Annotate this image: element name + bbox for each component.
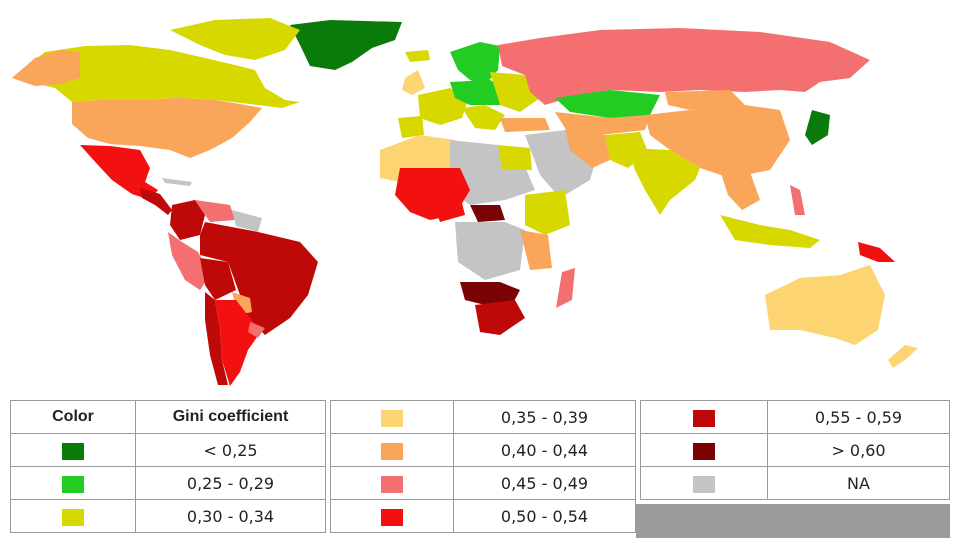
china [645, 105, 790, 178]
venezuela [195, 200, 235, 222]
legend-header-row: Color Gini coefficient [10, 400, 326, 434]
nigeria [430, 195, 465, 222]
mexico [80, 145, 158, 200]
italy-balkans [462, 105, 505, 130]
legend-row: 0,55 - 0,59 [640, 400, 950, 434]
legend-row: > 0,60 [640, 433, 950, 467]
iberia [398, 116, 424, 138]
chile [205, 292, 228, 385]
legend-swatch-7 [693, 409, 715, 427]
scandinavia [450, 42, 500, 85]
legend-header-gini: Gini coefficient [135, 400, 326, 434]
congo-basin [455, 222, 525, 280]
russia [498, 28, 870, 105]
legend-swatch-6 [381, 508, 403, 526]
legend-table-1: Color Gini coefficient < 0,25 0,25 - 0,2… [10, 400, 326, 533]
alaska [12, 50, 80, 86]
southeast-asia [720, 170, 760, 210]
legend-label-4: 0,40 - 0,44 [453, 433, 636, 467]
madagascar [556, 268, 575, 308]
legend-swatch-4 [381, 442, 403, 460]
legend-label-9: NA [767, 466, 950, 500]
kazakhstan [555, 90, 660, 118]
greenland [290, 20, 402, 70]
legend-swatch-2 [62, 508, 84, 526]
south-africa [475, 300, 525, 335]
uk-ireland [402, 70, 425, 95]
colombia [170, 200, 205, 240]
canada-arctic-islands [170, 18, 300, 60]
legend-label-7: 0,55 - 0,59 [767, 400, 950, 434]
egypt [498, 145, 532, 170]
brazil [200, 222, 318, 335]
papua-new-guinea [858, 242, 895, 262]
argentina [215, 300, 262, 386]
legend-swatch-9 [693, 475, 715, 493]
legend-label-1: 0,25 - 0,29 [135, 466, 326, 500]
southern-africa [460, 282, 520, 305]
legend-row: 0,25 - 0,29 [10, 466, 326, 500]
legend-label-5: 0,45 - 0,49 [453, 466, 636, 500]
legend-label-3: 0,35 - 0,39 [453, 400, 636, 434]
cuba [162, 178, 192, 186]
legend-swatch-0 [62, 442, 84, 460]
legend-label-6: 0,50 - 0,54 [453, 499, 636, 533]
legend-label-8: > 0,60 [767, 433, 950, 467]
central-african-republic [470, 205, 505, 222]
legend-row: < 0,25 [10, 433, 326, 467]
mongolia [665, 90, 745, 110]
legend-swatch-8 [693, 442, 715, 460]
legend-table-2: 0,35 - 0,39 0,40 - 0,44 0,45 - 0,49 0,50… [330, 400, 636, 533]
uruguay [248, 322, 265, 338]
legend-row: 0,45 - 0,49 [330, 466, 636, 500]
iran [565, 128, 610, 168]
malaysia-indonesia [720, 215, 820, 248]
usa [72, 98, 262, 158]
japan [805, 110, 830, 145]
legend-header-color: Color [10, 400, 136, 434]
tanzania [520, 230, 552, 270]
legend-row: NA [640, 466, 950, 500]
legend-swatch-5 [381, 475, 403, 493]
guianas [232, 210, 262, 232]
bolivia [200, 258, 236, 300]
east-africa [525, 190, 570, 235]
world-gini-map [12, 18, 918, 386]
legend-swatch-3 [381, 409, 403, 427]
iceland [405, 50, 430, 62]
central-asia [555, 112, 650, 135]
legend: Color Gini coefficient < 0,25 0,25 - 0,2… [10, 400, 950, 538]
legend-label-0: < 0,25 [135, 433, 326, 467]
new-zealand [888, 345, 918, 368]
legend-row: 0,30 - 0,34 [10, 499, 326, 533]
turkey [500, 118, 550, 132]
peru-ecuador [168, 232, 210, 290]
philippines [790, 185, 805, 215]
legend-label-2: 0,30 - 0,34 [135, 499, 326, 533]
legend-table-3: 0,55 - 0,59 > 0,60 NA [640, 400, 950, 500]
canada [12, 45, 300, 108]
india [628, 148, 700, 215]
legend-row: 0,35 - 0,39 [330, 400, 636, 434]
central-america [140, 188, 172, 215]
legend-row: 0,50 - 0,54 [330, 499, 636, 533]
legend-swatch-1 [62, 475, 84, 493]
australia [765, 265, 885, 345]
legend-empty-cell [636, 504, 950, 538]
legend-row: 0,40 - 0,44 [330, 433, 636, 467]
